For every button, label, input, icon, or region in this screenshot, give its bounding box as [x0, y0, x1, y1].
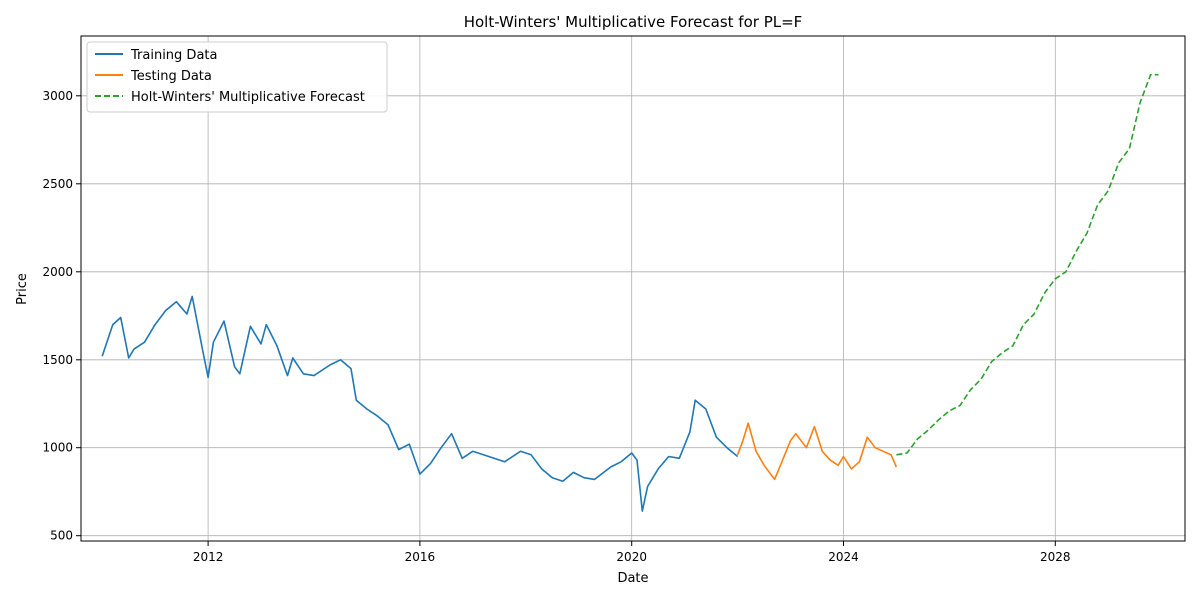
y-tick-label: 3000 [42, 89, 73, 103]
x-tick-label: 2020 [616, 550, 647, 564]
legend-label-testing: Testing Data [130, 69, 212, 84]
grid-layer [81, 36, 1185, 541]
training-data-line [101, 295, 739, 512]
y-tick-label: 1000 [42, 441, 73, 455]
legend-box [86, 41, 388, 113]
series-layer [101, 73, 1159, 512]
x-axis-label: Date [617, 571, 648, 586]
testing-data-line [736, 422, 898, 481]
legend: Training Data Testing Data Holt-Winters'… [86, 41, 388, 113]
y-axis-label: Price [15, 273, 30, 305]
x-tick-label: 2024 [828, 550, 859, 564]
x-tick-label: 2028 [1040, 550, 1071, 564]
x-tick-label: 2016 [405, 550, 436, 564]
plot-frame [80, 35, 1186, 542]
y-tick-label: 500 [50, 529, 73, 543]
chart-title: Holt-Winters' Multiplicative Forecast fo… [464, 13, 803, 31]
y-tick-label: 2500 [42, 177, 73, 191]
legend-label-training: Training Data [130, 48, 217, 63]
tick-layer: 2012 2016 2020 2024 2028 500 1000 1500 2000 2500 3… [42, 89, 1070, 564]
forecast-line [896, 73, 1159, 456]
x-tick-label: 2012 [193, 550, 224, 564]
legend-label-forecast: Holt-Winters' Multiplicative Forecast [131, 90, 365, 105]
y-tick-label: 1500 [42, 353, 73, 367]
y-tick-label: 2000 [42, 265, 73, 279]
